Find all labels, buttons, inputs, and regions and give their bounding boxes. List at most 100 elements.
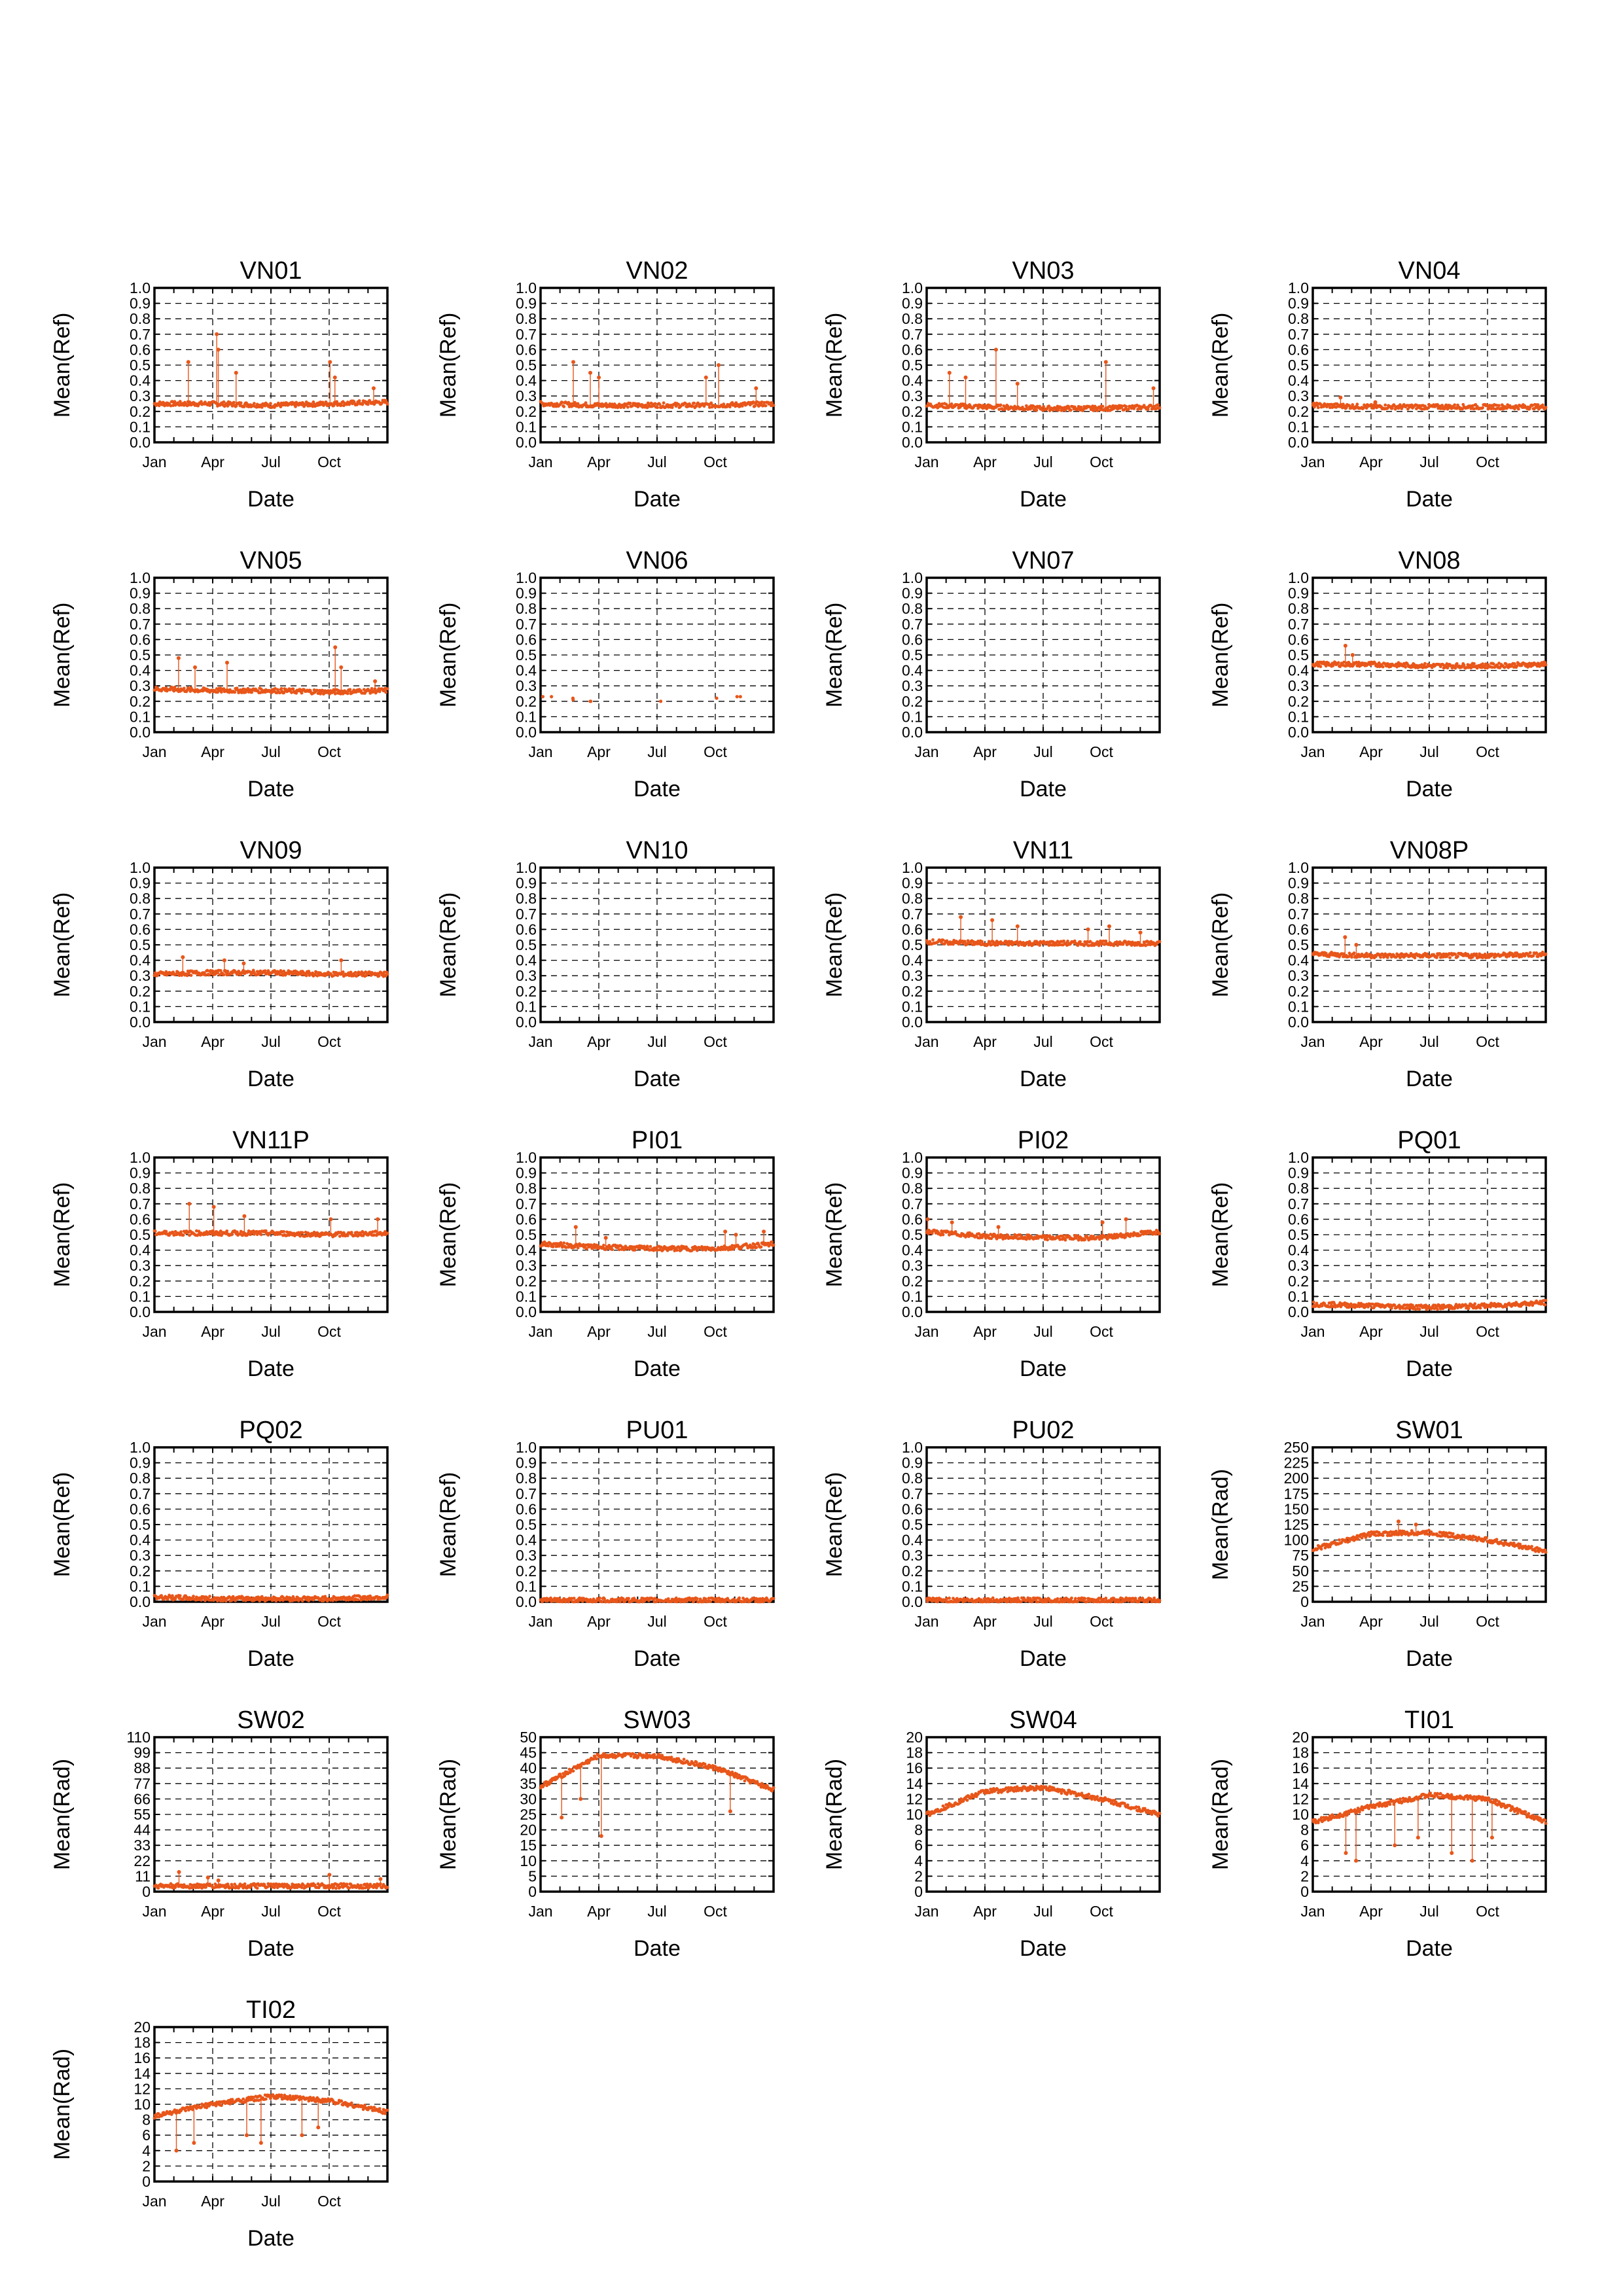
data-point [927,1228,931,1232]
data-point [658,402,662,406]
x-tick-label: Apr [587,453,611,470]
y-tick-label: 0.4 [130,1242,151,1259]
chart-svg: VN09 0.00.10.20.30.40.50.60.70.80.91.0 Jan… [50,837,389,1091]
data-point [940,1229,944,1233]
data-point [1091,404,1095,408]
y-tick-label: 0.0 [130,434,151,451]
data-point [385,402,389,406]
chart-panel-pq01: PQ01 0.0 0.1 0.2 0.3 0.4 0.5 0.6 0.7 0.8 0.9 1.0 Jan… [1185,1105,1577,1386]
y-tick-label: 0.2 [1288,983,1309,1000]
x-tick-label: Jul [261,1323,280,1340]
plot-frame [153,866,389,1023]
chart-svg: VN10 0.00.10.20.30.40.50.60.70.80.91.0 Jan… [436,837,775,1091]
data-points [539,360,776,410]
data-point [207,973,211,977]
data-point [571,698,575,702]
y-tick-label: 0.3 [516,967,537,984]
data-point [1442,407,1446,411]
y-tick-label: 0.7 [902,1195,923,1212]
chart-svg: VN07 0.00.10.20.30.40.50.60.70.80.91.0 Jan… [822,547,1161,802]
outlier-point [717,363,721,367]
y-tick-label: 0.9 [902,1165,923,1182]
y-tick-label: 1.0 [516,859,537,876]
data-point [1350,955,1353,959]
data-point [1158,1231,1162,1235]
chart-svg: VN04 0.00.10.20.30.40.50.60.70.80.91.0 Jan… [1208,257,1548,512]
data-point [694,404,698,408]
data-point [1516,407,1520,411]
y-axis-label: Mean(Ref) [1208,603,1233,708]
data-point [1128,1235,1132,1239]
plot-frame [925,576,1161,733]
y-tick-label: 0.9 [516,585,537,602]
data-point [189,974,193,978]
outlier-point [176,656,181,660]
data-point [1423,662,1427,665]
y-tick-label: 0.6 [1288,341,1309,358]
y-tick-label: 0.4 [902,952,923,969]
data-point [346,692,349,696]
y-tick-label: 0.6 [516,631,537,648]
data-point [332,973,336,977]
data-point [169,404,173,408]
x-tick-label: Jan [914,1323,938,1340]
data-point [607,404,611,408]
chart-title: VN05 [240,547,302,574]
data-point [760,400,764,404]
chart-title: VN03 [1012,257,1074,285]
y-tick-label: 0.1 [516,708,537,725]
y-tick-label: 0.6 [902,631,923,648]
data-point [1038,944,1042,947]
data-point [234,404,238,408]
data-point [1454,666,1457,670]
y-tick-label: 0.7 [130,1195,151,1212]
data-point [1544,663,1548,667]
plot-frame [539,866,775,1023]
data-point [584,401,588,405]
outlier-point [1107,924,1111,928]
x-axis-label: Date [633,1067,681,1091]
y-axis-label: Mean(Ref) [822,892,847,998]
y-tick-label: 0.2 [130,1273,151,1290]
data-point [194,1229,198,1233]
x-axis-label: Date [1020,777,1067,802]
y-tick-label: 0.5 [516,357,537,374]
data-point [1158,406,1162,410]
y-tick-label: 0.5 [1288,1226,1309,1243]
data-point [385,972,389,976]
y-tick-label: 0.4 [902,372,923,389]
data-point [349,970,353,974]
y-axis-label: Mean(Ref) [50,892,75,998]
data-point [753,404,757,408]
y-tick-label: 0.9 [516,1165,537,1182]
chart-panel-pi01: PI01 0.0 0.1 0.2 0.3 0.4 0.5 0.6 0.7 0.8 0.9 1.0 Jan… [412,1105,805,1386]
y-tick-label: 0.8 [130,310,151,327]
data-point [1441,955,1445,959]
data-point [1411,665,1414,669]
data-point [173,400,177,404]
data-point [999,403,1003,407]
data-point [178,400,182,403]
x-tick-label: Oct [704,1323,727,1340]
y-tick-label: 0.0 [902,724,923,741]
data-point [1454,953,1457,957]
y-tick-label: 0.0 [516,724,537,741]
y-tick-label: 0.5 [130,1226,151,1243]
data-point [1404,665,1408,669]
data-point [759,1245,763,1249]
x-tick-label: Apr [1359,1033,1383,1050]
data-point [382,970,386,974]
chart-panel-vn02: VN02 0.0 0.1 0.2 0.3 0.4 0.5 0.6 0.7 0.8 0.9 1.0 Jan… [412,236,805,517]
outlier-point [723,1229,728,1234]
data-point [753,1243,757,1246]
data-point [259,691,262,695]
chart-svg: VN06 0.00.10.20.30.40.50.60.70.80.91.0 Jan… [436,547,775,802]
data-point [1535,951,1539,955]
chart-svg: VN03 0.00.10.20.30.40.50.60.70.80.91.0 Jan… [822,257,1162,512]
y-tick-label: 0.4 [1288,372,1309,389]
data-point [372,1233,376,1237]
data-point [1096,409,1099,412]
data-point [653,402,657,406]
data-point [1079,940,1082,944]
x-tick-label: Oct [1476,1033,1499,1050]
